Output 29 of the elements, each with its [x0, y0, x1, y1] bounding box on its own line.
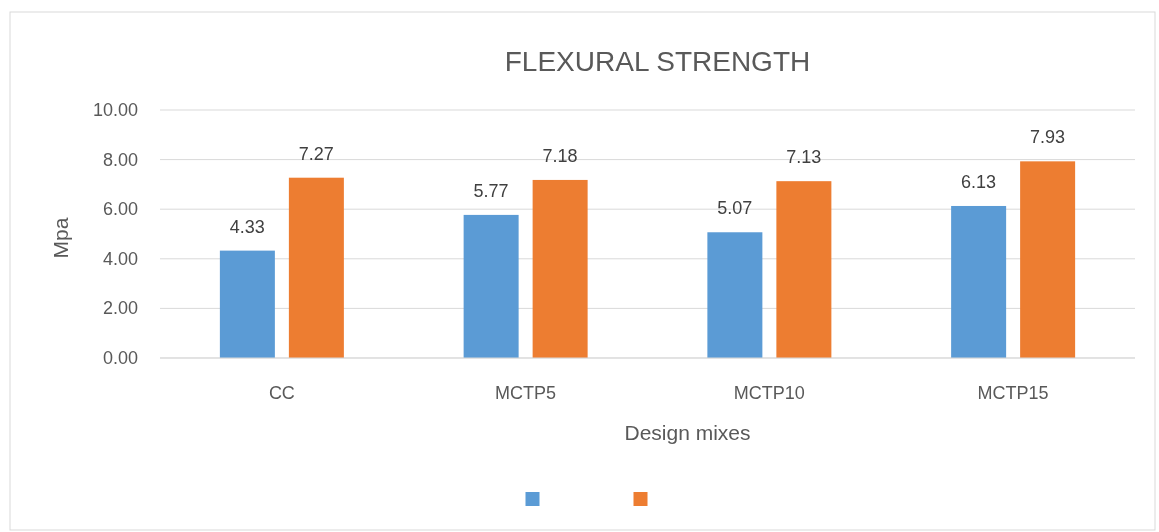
bar [951, 205, 1007, 358]
data-label: 5.07 [717, 198, 753, 219]
data-label: 5.77 [473, 180, 509, 201]
y-tick-label: 0.00 [102, 348, 138, 368]
data-label: 6.13 [961, 171, 997, 192]
x-tick-label: MCTP5 [495, 383, 557, 403]
bar [1020, 161, 1076, 358]
bar [219, 250, 275, 358]
x-axis-title: Design mixes [624, 421, 751, 444]
bar [463, 214, 519, 358]
bar [532, 179, 588, 358]
x-tick-label: MCTP15 [977, 383, 1049, 403]
data-label: 7.27 [298, 143, 334, 164]
data-label: 4.33 [229, 216, 265, 237]
data-label: 7.13 [786, 147, 822, 168]
y-tick-label: 4.00 [102, 248, 138, 269]
y-tick-label: 6.00 [102, 199, 138, 220]
y-tick-label: 2.00 [102, 298, 138, 319]
bar [707, 232, 763, 358]
bar [288, 177, 344, 358]
data-label: 7.18 [542, 145, 578, 166]
y-axis-title: Mpa [49, 217, 72, 259]
chart-title: FLEXURAL STRENGTH [504, 46, 811, 77]
x-tick-label: MCTP10 [733, 383, 805, 403]
y-tick-label: 8.00 [102, 149, 138, 170]
x-tick-label: CC [268, 383, 295, 403]
data-label: 7.93 [1030, 127, 1066, 148]
y-tick-label: 10.00 [92, 100, 138, 120]
bar [776, 181, 832, 358]
